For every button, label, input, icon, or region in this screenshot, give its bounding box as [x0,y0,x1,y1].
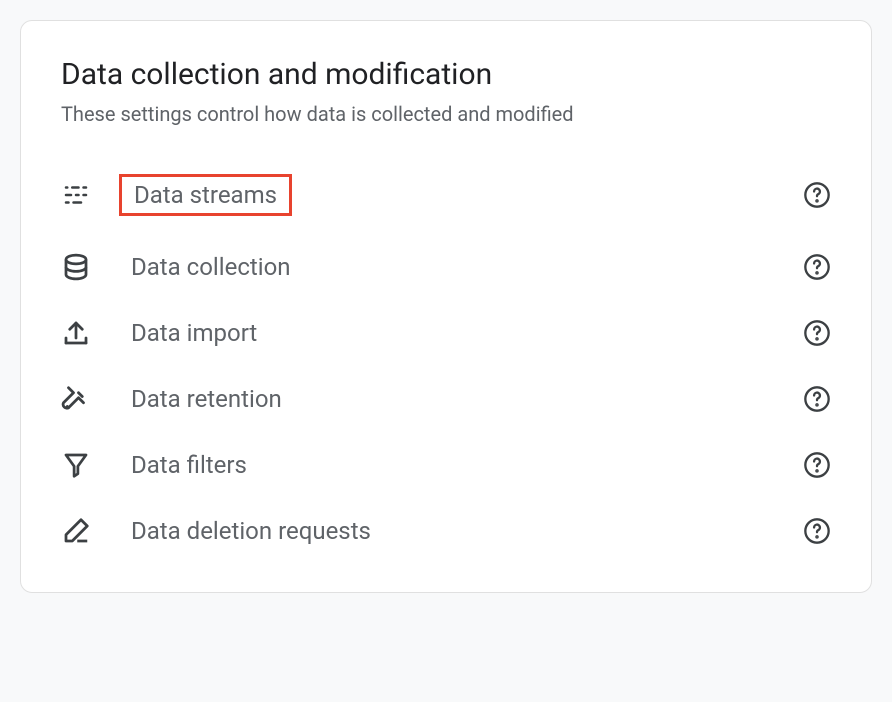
upload-icon [61,318,109,348]
help-icon[interactable] [803,319,831,347]
menu-item-data-filters[interactable]: Data filters [61,432,831,498]
label-wrapper: Data import [109,319,803,347]
menu-label-data-import: Data import [109,319,803,347]
menu-item-data-retention[interactable]: Data retention [61,366,831,432]
help-icon[interactable] [803,517,831,545]
menu-item-data-collection[interactable]: Data collection [61,234,831,300]
menu-label-data-deletion-requests: Data deletion requests [109,517,803,545]
filter-icon [61,450,109,480]
menu-item-data-import[interactable]: Data import [61,300,831,366]
database-icon [61,252,109,282]
data-streams-icon [61,180,109,210]
help-icon[interactable] [803,181,831,209]
label-wrapper: Data retention [109,385,803,413]
label-wrapper: Data deletion requests [109,517,803,545]
magnet-icon [61,384,109,414]
menu-item-data-streams[interactable]: Data streams [61,156,831,234]
help-icon[interactable] [803,385,831,413]
menu-label-data-streams: Data streams [119,174,292,216]
eraser-icon [61,516,109,546]
card-subtitle: These settings control how data is colle… [61,102,831,126]
help-icon[interactable] [803,451,831,479]
menu-label-data-retention: Data retention [109,385,803,413]
menu-label-data-filters: Data filters [109,451,803,479]
menu-label-data-collection: Data collection [109,253,803,281]
label-wrapper: Data collection [109,253,803,281]
menu-item-data-deletion-requests[interactable]: Data deletion requests [61,498,831,564]
card-title: Data collection and modification [61,57,831,92]
help-icon[interactable] [803,253,831,281]
menu-list: Data streams Data collection [61,156,831,564]
settings-card: Data collection and modification These s… [20,20,872,593]
label-wrapper: Data streams [109,174,803,216]
label-wrapper: Data filters [109,451,803,479]
